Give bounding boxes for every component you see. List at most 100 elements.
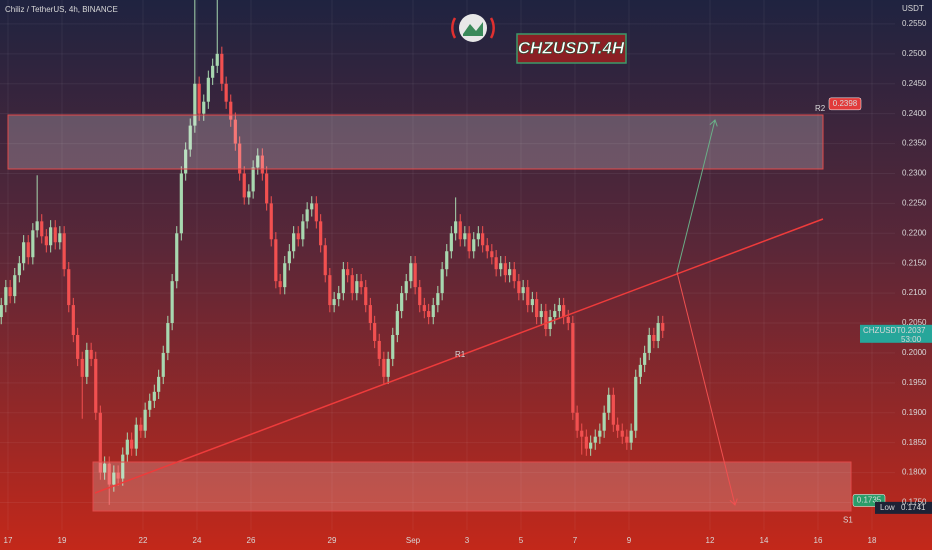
candle-body [611,394,615,425]
candle-body [337,293,341,300]
x-tick-label: Sep [406,536,421,545]
candle-body [85,349,89,377]
candle-body [80,358,84,377]
y-tick-label: 0.1900 [902,408,927,417]
candle-body [395,311,399,335]
y-tick-label: 0.2100 [902,288,927,297]
candle-body [103,463,107,473]
candle-body [229,101,233,120]
header: Chiliz / TetherUS, 4h, BINANCE [5,5,118,14]
candle-body [292,233,296,252]
candles [0,0,665,505]
candle-body [139,424,143,431]
candle-body [535,299,539,318]
x-tick-label: 5 [519,536,524,545]
candle-body [4,287,8,306]
candle-body [427,311,431,318]
y-tick-label: 0.1800 [902,468,927,477]
candle-body [310,203,314,210]
candle-body [89,349,93,359]
candle-body [400,293,404,312]
candle-body [31,230,35,258]
candle-body [44,236,48,246]
candle-body [526,287,530,306]
candle-body [382,358,386,377]
candle-body [98,412,102,473]
candle-body [490,251,494,258]
candle-body [62,233,66,270]
candle-body [251,167,255,192]
candle-body [274,239,278,282]
candle-body [638,364,642,377]
candle-body [643,352,647,365]
candle-body [467,233,471,252]
low-tag [875,501,932,514]
candle-body [463,233,467,240]
down-arrow [676,271,735,505]
candle-body [413,263,417,288]
x-tick-label: 19 [58,536,67,545]
candle-body [548,317,552,330]
logo [451,14,495,42]
candle-body [224,83,228,102]
candle-body [305,209,309,222]
candle-body [368,305,372,324]
candle-body [143,409,147,431]
candle-body [166,323,170,353]
candle-body [476,233,480,240]
candle-body [512,269,516,282]
candle-body [557,305,561,312]
candle-body [238,143,242,174]
candle-body [458,221,462,240]
low-value: 0.1741 [901,503,926,512]
candle-body [616,424,620,431]
candle-body [607,394,611,413]
candle-body [314,203,318,222]
candle-body [161,352,165,377]
candle-body [278,281,282,288]
y-tick-label: 0.2300 [902,169,927,178]
level-value: 0.2398 [833,99,858,108]
candle-body [269,203,273,240]
candle-body [562,305,566,318]
candle-body [130,439,134,449]
candle-body [184,149,188,174]
candle-body [13,275,17,297]
candle-body [404,281,408,294]
last-price-symbol: CHZUSDT [863,326,901,335]
candle-body [341,269,345,294]
candle-body [508,269,512,276]
last-price-value: 0.2037 [901,326,926,335]
support-zone [92,461,852,512]
candle-body [472,239,476,252]
y-tick-label: 0.1750 [902,498,927,507]
y-tick-label: 0.2200 [902,228,927,237]
candle-body [481,233,485,246]
candle-body [265,173,269,204]
candle-body [499,263,503,270]
candle-body [112,472,116,485]
candle-body [242,173,246,198]
x-tick-label: 26 [247,536,256,545]
candle-body [391,334,395,359]
candle-body [202,101,206,114]
candle-body [220,53,224,84]
candle-body [283,263,287,288]
level-label: S1 [843,516,853,525]
trendline [94,218,824,494]
candle-body [323,245,327,276]
candle-body [0,305,3,318]
candle-body [328,275,332,306]
candle-body [332,299,336,306]
title-box [516,33,627,64]
candle-body [449,233,453,252]
trendline-label: R1 [455,350,466,359]
candle-body [445,251,449,270]
candle-body [134,424,138,449]
candle-body [256,155,260,168]
candle-body [440,269,444,294]
low-label: Low [880,503,895,512]
candle-body [593,436,597,443]
